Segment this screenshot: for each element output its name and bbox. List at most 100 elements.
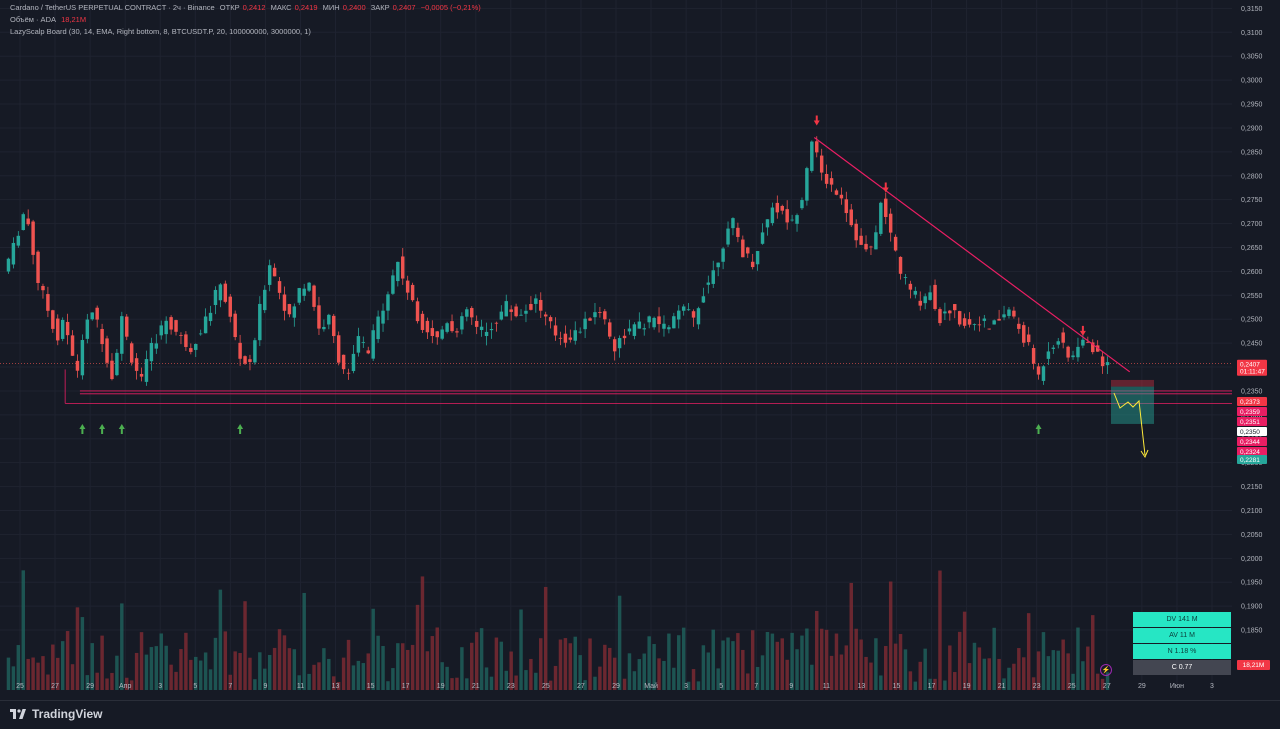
lightning-icon[interactable]: ⚡ — [1100, 664, 1112, 676]
level-price-tag: 0,2359 — [1237, 407, 1267, 416]
candle-body — [716, 262, 720, 268]
volume-bar — [401, 643, 405, 690]
candle-body — [169, 317, 173, 330]
volume-bar — [159, 633, 163, 690]
candle-body — [341, 354, 346, 370]
price-tick-label: 0,3050 — [1241, 54, 1263, 61]
candle-body — [179, 335, 183, 336]
volume-bar — [864, 656, 868, 690]
volume-bar — [573, 636, 577, 690]
candle-body — [361, 341, 366, 343]
volume-bar — [371, 608, 375, 690]
candle-body — [529, 304, 533, 310]
candle-body — [1056, 341, 1060, 345]
volume-bar — [839, 654, 844, 690]
volume-bar — [154, 646, 159, 690]
candle-body — [608, 322, 612, 337]
candle-body — [203, 316, 208, 334]
volume-bar — [1071, 673, 1075, 690]
candle-body — [1046, 351, 1051, 359]
candle-body — [420, 313, 425, 330]
indicator-label[interactable]: LazyScalp Board (30, 14, EMA, Right bott… — [10, 27, 311, 36]
price-tick-label: 0,3150 — [1241, 6, 1263, 13]
volume-label[interactable]: Объём · ADA — [10, 15, 56, 24]
volume-bar — [258, 652, 262, 690]
candle-body — [721, 248, 725, 262]
price-tick-label: 0,3100 — [1241, 30, 1263, 37]
time-tick-label: 21 — [998, 683, 1006, 690]
volume-bar — [396, 643, 400, 690]
time-axis: 25 27 29 Апр 3 5 7 9 11 13 15 17 19 21 23 25 27 29 Май 3 5 7 9… — [16, 682, 1214, 690]
candlestick-chart[interactable]: 0,3150 0,3100 0,3050 0,3000 0,2950 0,2900 0,28… — [0, 0, 1280, 700]
candle-body — [267, 265, 272, 285]
candle-body — [1066, 346, 1070, 358]
candle-body — [110, 360, 114, 380]
volume-bar — [484, 667, 489, 690]
candle-body — [1026, 334, 1031, 343]
volume-bar — [327, 658, 331, 690]
volume-bar — [928, 678, 932, 690]
time-tick-label: Апр — [119, 683, 131, 690]
candle-body — [760, 232, 765, 244]
price-tick-label: 0,2450 — [1241, 341, 1263, 348]
volume-bar — [356, 660, 361, 690]
level-price-tag: 0,2350 — [1237, 427, 1267, 436]
high-label: МАКС — [270, 3, 292, 12]
time-tick-label: 3 — [158, 683, 162, 690]
tradingview-logo[interactable]: TradingView — [10, 707, 102, 721]
volume-bar — [741, 649, 745, 690]
down-arrow-icon — [813, 115, 820, 126]
volume-bar — [514, 675, 518, 690]
price-tick-label: 0,1850 — [1241, 628, 1263, 635]
candle-body — [810, 141, 814, 171]
candle-body — [1041, 366, 1046, 381]
candle-body — [972, 324, 977, 325]
volume-bar — [302, 592, 306, 690]
candle-body — [90, 312, 94, 320]
chart-area[interactable]: 0,3150 0,3100 0,3050 0,3000 0,2950 0,2900 0,28… — [0, 0, 1280, 700]
volume-bar — [120, 603, 124, 690]
candle-body — [322, 326, 326, 330]
candle-body — [869, 246, 873, 248]
time-tick-label: 7 — [754, 683, 758, 690]
candle-body — [593, 312, 597, 318]
candle-body — [844, 199, 849, 214]
volume-bar — [524, 670, 528, 690]
candle-body — [31, 221, 35, 255]
candle-body — [967, 319, 972, 325]
volume-bar — [647, 636, 651, 690]
volume-bar — [706, 652, 711, 690]
candle-body — [159, 325, 163, 336]
candle-body — [731, 218, 735, 229]
time-tick-label: 25 — [1068, 683, 1076, 690]
volume-bar — [11, 666, 16, 690]
candle-body — [376, 316, 380, 340]
price-tick-label: 0,2700 — [1241, 221, 1263, 228]
candle-body — [1051, 347, 1056, 349]
candle-body — [149, 342, 154, 362]
volume-bar — [75, 607, 80, 690]
candle-body — [677, 310, 681, 320]
candle-body — [1031, 348, 1036, 364]
candle-body — [962, 318, 967, 326]
volume-bar — [933, 678, 937, 690]
candle-body — [292, 306, 297, 318]
volume-bar — [893, 643, 898, 690]
candle-body — [139, 373, 144, 377]
candle-body — [696, 308, 701, 325]
volume-bar — [164, 645, 168, 690]
volume-bar — [445, 666, 449, 690]
volume-bar — [627, 653, 632, 690]
candle-body — [258, 303, 262, 341]
candle-body — [346, 372, 351, 374]
time-tick-label: 13 — [858, 683, 866, 690]
volume-bar — [913, 681, 918, 690]
open-label: ОТКР — [219, 3, 240, 12]
volume-bar — [198, 660, 203, 690]
volume-bar — [795, 649, 799, 690]
time-tick-label: 27 — [1103, 683, 1111, 690]
symbol-title[interactable]: Cardano / TetherUS PERPETUAL CONTRACT · … — [10, 3, 215, 12]
candle-body — [381, 310, 385, 324]
candle-body — [711, 270, 715, 284]
time-tick-label: 15 — [893, 683, 901, 690]
